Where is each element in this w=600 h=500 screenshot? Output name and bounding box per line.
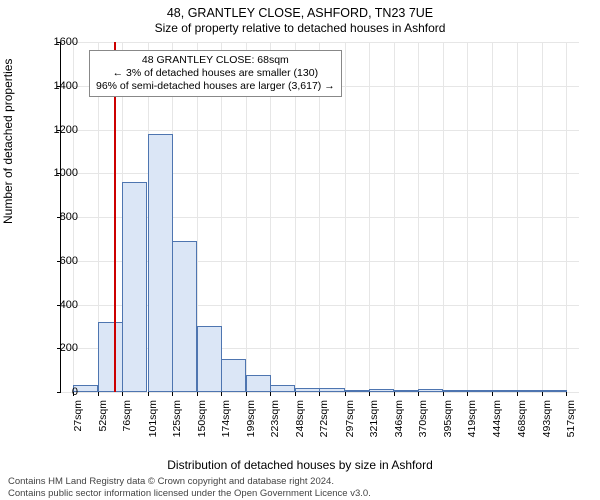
xtick-label: 517sqm: [565, 400, 577, 437]
xtick-label: 297sqm: [344, 400, 356, 437]
xtick-mark: [172, 392, 173, 396]
xtick-label: 395sqm: [442, 400, 454, 437]
xtick-mark: [197, 392, 198, 396]
ytick-label: 200: [38, 342, 78, 354]
xtick-mark: [221, 392, 222, 396]
xtick-mark: [319, 392, 320, 396]
xtick-label: 493sqm: [541, 400, 553, 437]
chart-container: 48, GRANTLEY CLOSE, ASHFORD, TN23 7UE Si…: [0, 0, 600, 500]
ytick-label: 1400: [38, 80, 78, 92]
histogram-bar: [517, 390, 542, 392]
xtick-label: 125sqm: [171, 400, 183, 437]
histogram-bar: [345, 390, 370, 392]
xtick-mark: [542, 392, 543, 396]
xtick-mark: [492, 392, 493, 396]
histogram-bar: [295, 388, 320, 392]
chart-title: 48, GRANTLEY CLOSE, ASHFORD, TN23 7UE: [0, 0, 600, 20]
histogram-bar: [197, 326, 222, 392]
ytick-label: 1600: [38, 36, 78, 48]
credit: Contains HM Land Registry data © Crown c…: [8, 476, 371, 499]
xtick-label: 199sqm: [245, 400, 257, 437]
histogram-bar: [148, 134, 173, 392]
xtick-label: 52sqm: [97, 400, 109, 432]
xtick-mark: [148, 392, 149, 396]
chart-subtitle: Size of property relative to detached ho…: [0, 20, 600, 35]
xtick-mark: [122, 392, 123, 396]
histogram-bar: [172, 241, 197, 392]
xtick-label: 174sqm: [220, 400, 232, 437]
histogram-bar: [319, 388, 344, 392]
annotation-line1: 48 GRANTLEY CLOSE: 68sqm: [96, 54, 335, 67]
histogram-bar: [246, 375, 271, 393]
xtick-label: 223sqm: [269, 400, 281, 437]
gridline-h: [61, 130, 579, 131]
annotation-line2: ← 3% of detached houses are smaller (130…: [96, 67, 335, 80]
xtick-mark: [467, 392, 468, 396]
histogram-bar: [369, 389, 394, 392]
xtick-label: 444sqm: [491, 400, 503, 437]
histogram-bar: [542, 390, 567, 392]
plot-area: 48 GRANTLEY CLOSE: 68sqm ← 3% of detache…: [60, 42, 579, 393]
xtick-mark: [566, 392, 567, 396]
xtick-label: 468sqm: [516, 400, 528, 437]
credit-line2: Contains public sector information licen…: [8, 488, 371, 499]
xtick-label: 150sqm: [196, 400, 208, 437]
histogram-bar: [98, 322, 123, 392]
histogram-bar: [467, 390, 492, 392]
xtick-label: 370sqm: [417, 400, 429, 437]
histogram-bar: [270, 385, 295, 392]
xtick-label: 346sqm: [393, 400, 405, 437]
histogram-bar: [443, 390, 468, 392]
xtick-label: 27sqm: [72, 400, 84, 432]
annotation-line3: 96% of semi-detached houses are larger (…: [96, 80, 335, 93]
xtick-mark: [270, 392, 271, 396]
ytick-label: 600: [38, 255, 78, 267]
y-axis-label: Number of detached properties: [1, 59, 15, 224]
gridline-h: [61, 173, 579, 174]
xtick-label: 101sqm: [147, 400, 159, 437]
xtick-mark: [418, 392, 419, 396]
histogram-bar: [394, 390, 419, 392]
xtick-mark: [369, 392, 370, 396]
xtick-label: 272sqm: [318, 400, 330, 437]
histogram-bar: [418, 389, 443, 392]
xtick-mark: [98, 392, 99, 396]
ytick-label: 800: [38, 211, 78, 223]
ytick-label: 1200: [38, 124, 78, 136]
ytick-label: 0: [38, 386, 78, 398]
xtick-label: 248sqm: [294, 400, 306, 437]
gridline-h: [61, 42, 579, 43]
xtick-mark: [517, 392, 518, 396]
xtick-mark: [394, 392, 395, 396]
x-axis-label: Distribution of detached houses by size …: [0, 458, 600, 472]
xtick-label: 321sqm: [368, 400, 380, 437]
histogram-bar: [221, 359, 246, 392]
histogram-bar: [122, 182, 147, 392]
xtick-mark: [443, 392, 444, 396]
xtick-mark: [345, 392, 346, 396]
histogram-bar: [492, 390, 517, 392]
ytick-label: 400: [38, 299, 78, 311]
annotation-box: 48 GRANTLEY CLOSE: 68sqm ← 3% of detache…: [89, 50, 342, 97]
ytick-label: 1000: [38, 167, 78, 179]
xtick-label: 76sqm: [121, 400, 133, 432]
xtick-mark: [295, 392, 296, 396]
xtick-label: 419sqm: [466, 400, 478, 437]
credit-line1: Contains HM Land Registry data © Crown c…: [8, 476, 371, 487]
xtick-mark: [246, 392, 247, 396]
